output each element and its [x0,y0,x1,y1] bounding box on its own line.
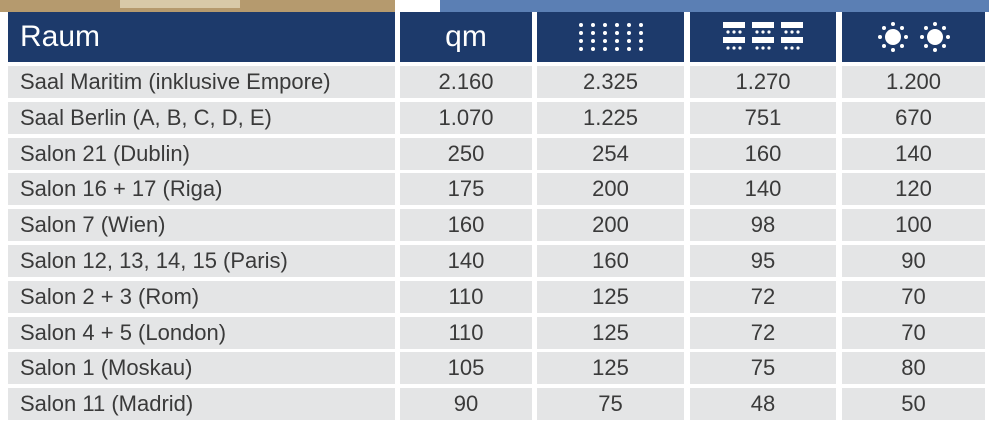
table-cell: 50 [842,388,985,420]
table-cell: 75 [537,388,684,420]
header-cell: qm [400,12,532,62]
room-name: Saal Maritim (inklusive Empore) [8,66,395,98]
room-name: Salon 4 + 5 (London) [8,317,395,349]
table-cell: 70 [842,281,985,313]
page: RaumqmSaal Maritim (inklusive Empore)2.1… [0,0,989,423]
table-cell: 90 [400,388,532,420]
table-cell: 72 [690,317,836,349]
room-name: Salon 16 + 17 (Riga) [8,173,395,205]
table-cell: 250 [400,138,532,170]
header-cell: Raum [8,12,395,62]
top-banner [0,0,989,12]
table-cell: 670 [842,102,985,134]
table-cell: 140 [400,245,532,277]
table-cell: 175 [400,173,532,205]
table-cell: 90 [842,245,985,277]
room-name: Salon 1 (Moskau) [8,352,395,384]
classroom-icon-header [690,12,836,62]
table-cell: 200 [537,173,684,205]
room-name: Salon 7 (Wien) [8,209,395,241]
room-name: Salon 11 (Madrid) [8,388,395,420]
table-cell: 98 [690,209,836,241]
table-cell: 72 [690,281,836,313]
table-cell: 70 [842,317,985,349]
table-cell: 125 [537,352,684,384]
table-cell: 80 [842,352,985,384]
table-cell: 105 [400,352,532,384]
banquet-icon-header [842,12,985,62]
table-cell: 125 [537,281,684,313]
table-cell: 125 [537,317,684,349]
table-cell: 2.325 [537,66,684,98]
table-cell: 1.270 [690,66,836,98]
table-cell: 1.225 [537,102,684,134]
table-cell: 200 [537,209,684,241]
table-cell: 140 [690,173,836,205]
table-cell: 1.200 [842,66,985,98]
theatre-icon [576,20,646,54]
table-cell: 100 [842,209,985,241]
table-cell: 75 [690,352,836,384]
table-cell: 160 [690,138,836,170]
banquet-icon [876,20,952,54]
table-cell: 254 [537,138,684,170]
classroom-icon [723,20,803,54]
table-cell: 2.160 [400,66,532,98]
table-cell: 160 [400,209,532,241]
room-name: Salon 12, 13, 14, 15 (Paris) [8,245,395,277]
room-name: Salon 2 + 3 (Rom) [8,281,395,313]
room-name: Saal Berlin (A, B, C, D, E) [8,102,395,134]
theatre-icon-header [537,12,684,62]
table-cell: 751 [690,102,836,134]
table-cell: 110 [400,317,532,349]
table-cell: 160 [537,245,684,277]
table-cell: 110 [400,281,532,313]
room-name: Salon 21 (Dublin) [8,138,395,170]
table-cell: 48 [690,388,836,420]
table-cell: 95 [690,245,836,277]
table-cell: 120 [842,173,985,205]
table-cell: 1.070 [400,102,532,134]
table-cell: 140 [842,138,985,170]
